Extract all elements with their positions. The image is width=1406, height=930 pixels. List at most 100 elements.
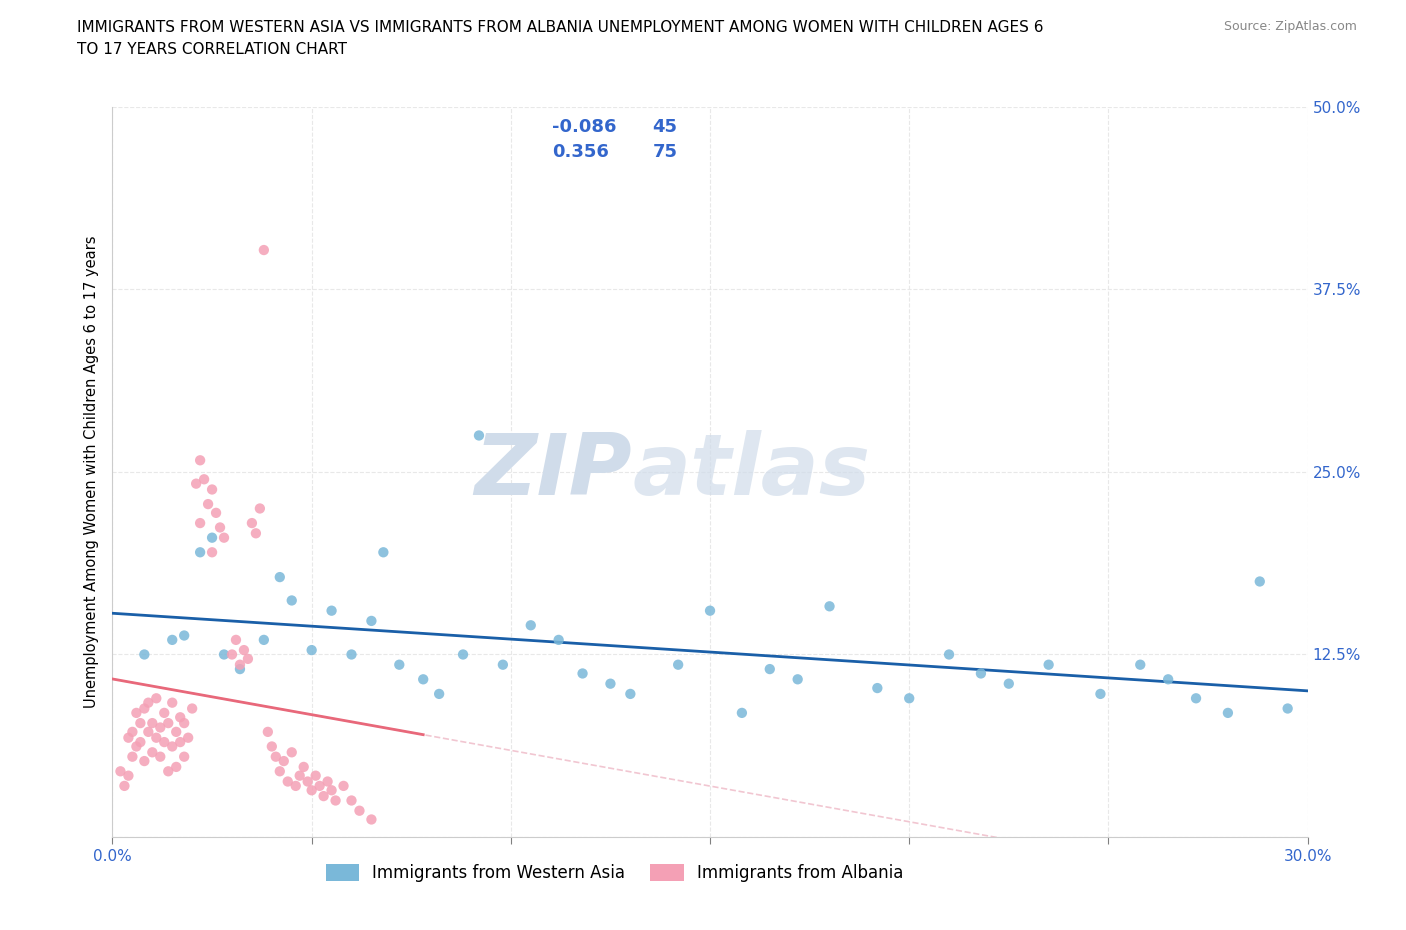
Point [162, 632, 183, 647]
Point [188, 453, 211, 468]
Point [1157, 671, 1180, 686]
Point [666, 658, 689, 672]
Text: 0.356: 0.356 [553, 143, 609, 162]
Point [297, 774, 319, 789]
Point [1216, 706, 1239, 721]
Point [349, 804, 371, 818]
Point [134, 753, 156, 768]
Point [134, 701, 156, 716]
Point [305, 768, 328, 783]
Point [257, 724, 280, 739]
Point [165, 760, 187, 775]
Point [129, 735, 152, 750]
Point [316, 774, 339, 789]
Point [866, 681, 889, 696]
Point [1038, 658, 1060, 672]
Point [898, 691, 921, 706]
Point [492, 658, 515, 672]
Point [1249, 574, 1271, 589]
Point [1129, 658, 1152, 672]
Point [321, 783, 343, 798]
Point [699, 604, 721, 618]
Point [288, 768, 311, 783]
Point [134, 647, 156, 662]
Point [149, 750, 172, 764]
Point [759, 661, 782, 676]
Point [308, 778, 330, 793]
Point [225, 632, 247, 647]
Point [181, 701, 204, 716]
Point [229, 661, 252, 676]
Point [193, 472, 215, 486]
Point [520, 618, 543, 632]
Point [173, 628, 195, 643]
Point [201, 482, 224, 497]
Point [284, 778, 307, 793]
Point [177, 730, 200, 745]
Point [938, 647, 960, 662]
Point [301, 643, 323, 658]
Point [373, 545, 395, 560]
Point [249, 501, 271, 516]
Point [321, 604, 343, 618]
Point [236, 651, 259, 666]
Point [340, 647, 363, 662]
Point [209, 520, 232, 535]
Point [165, 724, 187, 739]
Point [281, 593, 304, 608]
Text: 75: 75 [652, 143, 678, 162]
Point [138, 724, 160, 739]
Point [162, 739, 183, 754]
Point [360, 812, 382, 827]
Point [141, 745, 163, 760]
Point [169, 735, 191, 750]
Point [121, 750, 143, 764]
Point [599, 676, 621, 691]
Point [786, 671, 808, 686]
Point [233, 643, 256, 658]
Point [260, 739, 283, 754]
Point [253, 243, 276, 258]
Point [149, 720, 172, 735]
Text: Source: ZipAtlas.com: Source: ZipAtlas.com [1223, 20, 1357, 33]
Point [340, 793, 363, 808]
Point [173, 750, 195, 764]
Point [117, 730, 139, 745]
Point [273, 753, 295, 768]
Point [281, 745, 304, 760]
Point [998, 676, 1021, 691]
Point [110, 764, 132, 778]
Point [157, 716, 180, 731]
Point [332, 778, 354, 793]
Point [547, 632, 569, 647]
Point [212, 530, 235, 545]
Point [245, 525, 267, 540]
Point [188, 545, 211, 560]
Point [145, 691, 167, 706]
Point [186, 476, 208, 491]
Text: 45: 45 [652, 118, 678, 136]
Point [153, 706, 176, 721]
Point [145, 730, 167, 745]
Point [188, 515, 211, 530]
Point [451, 647, 474, 662]
Point [125, 739, 148, 754]
Point [153, 735, 176, 750]
Point [818, 599, 841, 614]
Point [427, 686, 450, 701]
Point [169, 710, 191, 724]
Point [125, 706, 148, 721]
Point [240, 515, 263, 530]
Point [197, 497, 219, 512]
Point [114, 778, 135, 793]
Point [162, 696, 183, 711]
Text: -0.086: -0.086 [553, 118, 617, 136]
Point [253, 632, 276, 647]
Point [264, 750, 287, 764]
Point [229, 658, 252, 672]
Point [312, 789, 335, 804]
Point [269, 570, 291, 585]
Point [129, 716, 152, 731]
Point [468, 428, 491, 443]
Point [138, 696, 160, 711]
